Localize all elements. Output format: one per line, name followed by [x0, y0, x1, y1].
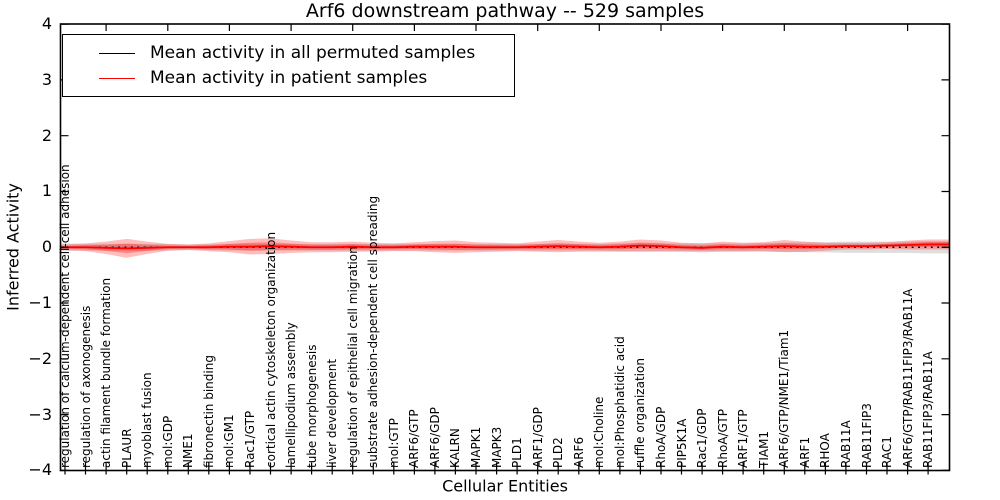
x-category-label: Rac1/GTP	[243, 410, 257, 468]
x-category-label: Rac1/GDP	[695, 408, 710, 468]
legend-box: Mean activity in all permuted samples Me…	[62, 34, 515, 97]
x-category-label: mol:Phosphatidic acid	[612, 336, 627, 468]
y-tick-label: −2	[28, 348, 52, 368]
x-category-label: PLD2	[551, 437, 566, 468]
x-category-label: TIAM1	[756, 430, 771, 468]
y-tick-label: −3	[28, 404, 52, 424]
x-category-label: ARF1/GTP	[736, 409, 751, 468]
x-category-label: ruffle organization	[633, 358, 648, 468]
legend-row-permuted: Mean activity in all permuted samples	[99, 43, 514, 63]
y-tick-label: −1	[28, 293, 52, 313]
x-category-label: lamellipodium assembly	[284, 322, 299, 468]
y-tick-label: 0	[41, 237, 52, 257]
x-category-label: mol:GDP	[160, 415, 175, 468]
patient-mean-line	[60, 243, 950, 250]
x-category-label: mol:GTP	[386, 418, 401, 468]
x-category-label: KALRN	[448, 428, 463, 468]
x-category-label: mol:GM1	[222, 414, 237, 468]
x-category-label: RhoA/GDP	[654, 406, 668, 468]
x-category-label: regulation of calcium-dependent cell-cel…	[58, 164, 72, 468]
permuted-line-sample	[99, 52, 135, 54]
x-category-label: PLD1	[510, 437, 525, 468]
x-category-label: PIP5K1A	[674, 418, 689, 468]
y-tick-label: 4	[41, 14, 52, 34]
x-category-label: mol:Choline	[592, 396, 607, 468]
x-category-label: ARF6/GTP/NME1/Tiam1	[777, 329, 792, 468]
x-category-label: ARF6/GTP/RAB11FIP3/RAB11A	[900, 288, 915, 468]
x-category-label: ARF1	[797, 436, 812, 468]
x-category-label: PLAUR	[119, 428, 134, 468]
x-category-label: MAPK1	[469, 426, 483, 468]
x-category-label: RAB11FIP3/RAB11A	[921, 351, 936, 468]
x-category-label: substrate adhesion-dependent cell spread…	[366, 195, 381, 468]
axes-frame	[59, 23, 951, 472]
x-category-label: fibronectin binding	[201, 355, 216, 468]
x-category-label: RHOA	[818, 433, 833, 468]
y-tick-label: 2	[41, 125, 52, 145]
x-category-label: RhoA/GTP	[715, 409, 730, 468]
legend-row-patient: Mean activity in patient samples	[99, 68, 514, 88]
x-category-label: cortical actin cytoskeleton organization	[263, 231, 278, 468]
x-category-label: ARF1/GDP	[530, 407, 545, 468]
legend-label-permuted: Mean activity in all permuted samples	[150, 43, 476, 63]
x-category-label: ARF6	[571, 436, 586, 468]
chart-title: Arf6 downstream pathway -- 529 samples	[305, 0, 705, 22]
x-category-label: NME1	[181, 433, 196, 468]
x-category-label: liver development	[325, 358, 340, 468]
y-tick-label: −4	[28, 460, 52, 480]
x-category-label: ARF6/GDP	[427, 407, 442, 468]
patient-line-sample	[99, 77, 135, 79]
x-axis-label: Cellular Entities	[442, 476, 568, 496]
x-category-label: tube morphogenesis	[304, 344, 319, 468]
x-category-label: myoblast fusion	[140, 372, 155, 468]
x-category-label: actin filament bundle formation	[99, 277, 114, 468]
x-category-label: regulation of axonogenesis	[78, 305, 93, 468]
legend-label-patient: Mean activity in patient samples	[150, 68, 428, 88]
x-category-label: RAB11A	[838, 420, 853, 468]
x-category-label: MAPK3	[489, 426, 504, 468]
x-category-label: ARF6/GTP	[407, 409, 422, 468]
y-tick-label: 3	[41, 69, 52, 89]
x-category-label: RAC1	[880, 436, 894, 468]
x-category-label: RAB11FIP3	[859, 403, 874, 468]
x-category-label: regulation of epithelial cell migration	[345, 246, 360, 468]
y-tick-label: 1	[41, 181, 52, 201]
